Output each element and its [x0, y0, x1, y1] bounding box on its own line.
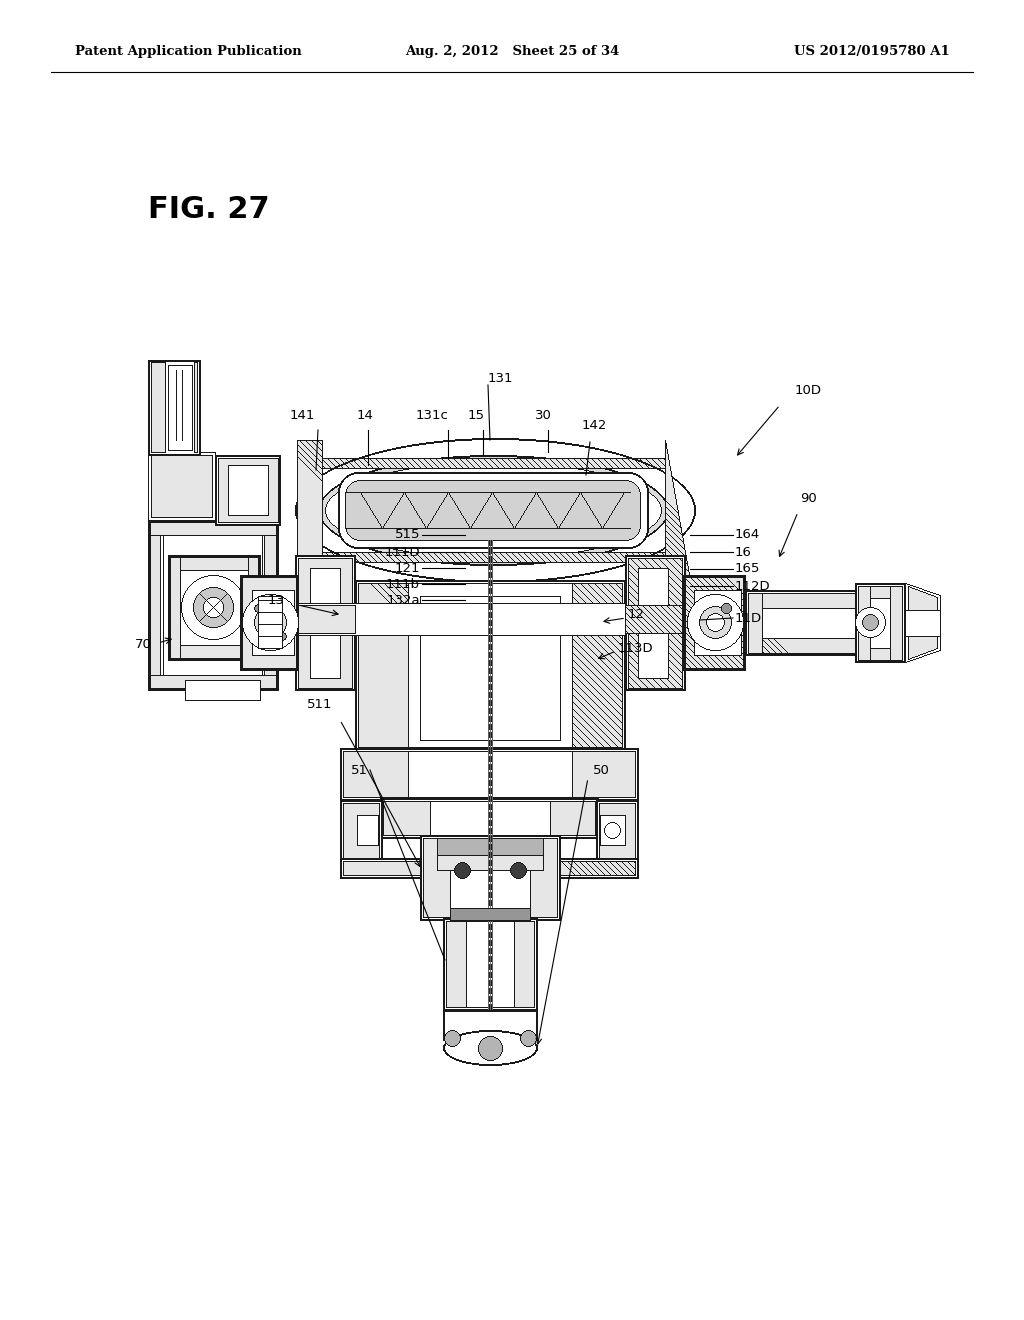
Text: 121: 121	[394, 561, 420, 574]
Text: US 2012/0195780 A1: US 2012/0195780 A1	[795, 45, 950, 58]
Text: 111D: 111D	[384, 545, 420, 558]
Text: 14: 14	[356, 409, 374, 422]
Text: 90: 90	[800, 491, 817, 504]
Text: 164: 164	[735, 528, 760, 541]
Text: 16: 16	[735, 545, 752, 558]
Text: 111b: 111b	[386, 578, 420, 590]
Text: 131c: 131c	[416, 409, 449, 422]
Text: 131: 131	[488, 371, 513, 384]
Text: 132a: 132a	[386, 594, 420, 606]
Text: 141: 141	[290, 409, 314, 422]
Text: 50: 50	[593, 763, 610, 776]
Text: 30: 30	[535, 409, 552, 422]
Text: 112D: 112D	[735, 579, 771, 593]
Text: FIG. 27: FIG. 27	[148, 195, 269, 224]
Text: 515: 515	[394, 528, 420, 541]
Text: 51: 51	[351, 763, 368, 776]
Text: Patent Application Publication: Patent Application Publication	[75, 45, 302, 58]
Text: 13: 13	[268, 594, 285, 606]
Text: 70: 70	[135, 639, 152, 652]
Text: 11D: 11D	[735, 611, 762, 624]
Text: 10D: 10D	[795, 384, 822, 396]
Text: 165: 165	[735, 562, 761, 576]
Text: 12: 12	[628, 609, 645, 622]
Text: 15: 15	[468, 409, 484, 422]
Text: 142: 142	[582, 418, 607, 432]
Text: Aug. 2, 2012   Sheet 25 of 34: Aug. 2, 2012 Sheet 25 of 34	[404, 45, 620, 58]
Text: 511: 511	[306, 698, 332, 711]
Text: 113D: 113D	[618, 642, 653, 655]
